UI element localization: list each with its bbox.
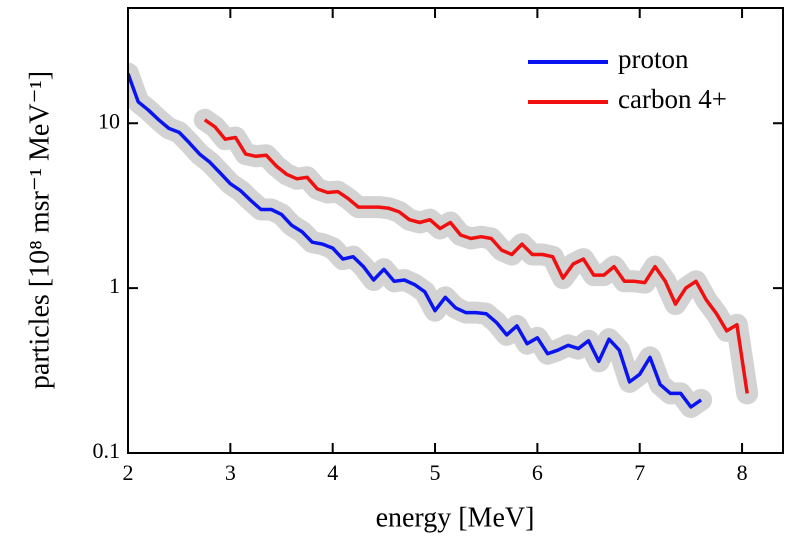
x-tick-label: 2 xyxy=(123,460,134,485)
y-tick-label: 0.1 xyxy=(93,438,121,463)
y-axis-title: particles [10⁸ msr⁻¹ MeV⁻¹] xyxy=(24,71,55,389)
x-axis-title: energy [MeV] xyxy=(376,502,535,533)
error-band xyxy=(193,108,759,405)
legend-label: proton xyxy=(618,44,689,74)
x-tick-label: 4 xyxy=(327,460,338,485)
series-line xyxy=(128,73,703,409)
x-tick-label: 5 xyxy=(430,460,441,485)
y-tick-label: 10 xyxy=(98,108,120,133)
plot-area xyxy=(128,62,759,418)
legend-label: carbon 4+ xyxy=(618,84,727,114)
plot-frame xyxy=(127,7,784,454)
x-tick-label: 7 xyxy=(634,460,645,485)
x-tick-label: 6 xyxy=(532,460,543,485)
x-tick-label: 8 xyxy=(737,460,748,485)
series-line xyxy=(203,118,749,394)
x-tick-label: 3 xyxy=(225,460,236,485)
y-tick-label: 1 xyxy=(109,273,120,298)
